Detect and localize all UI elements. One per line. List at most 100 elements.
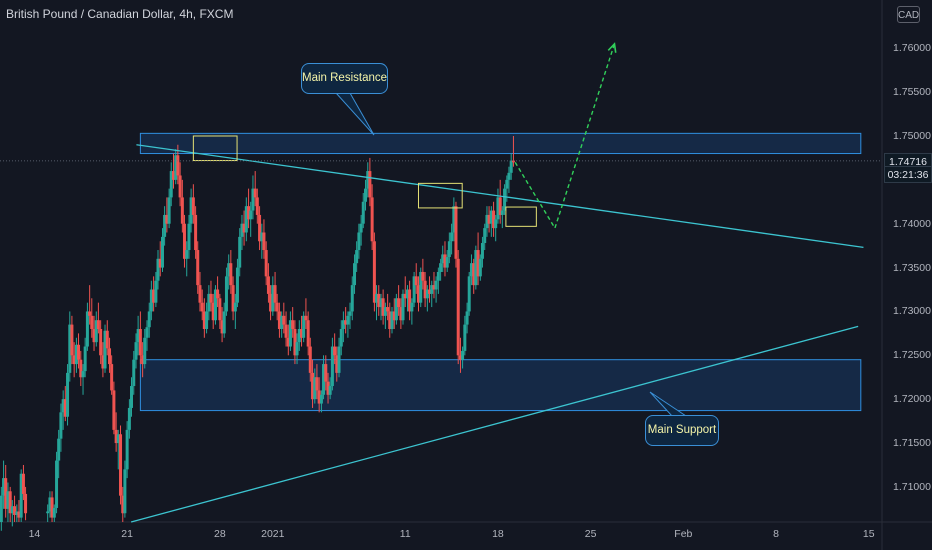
candle-body xyxy=(189,197,193,224)
time-tick: 11 xyxy=(399,528,411,540)
candle-body xyxy=(70,324,74,356)
candle-body xyxy=(507,172,511,180)
candle-body xyxy=(372,241,376,303)
candle-body xyxy=(165,214,169,224)
candle-body xyxy=(8,491,12,514)
main-resistance-callout[interactable]: Main Resistance xyxy=(301,63,388,94)
candle-body xyxy=(293,328,297,356)
candle-body xyxy=(423,280,427,299)
zone-rect xyxy=(139,359,862,412)
candle-body xyxy=(494,219,498,229)
time-tick: 21 xyxy=(121,528,133,540)
candle-body xyxy=(114,429,118,444)
candle-body xyxy=(207,293,211,312)
candle-body xyxy=(211,302,215,321)
candle-body xyxy=(182,223,186,259)
candle-body xyxy=(227,263,231,277)
candle-body xyxy=(467,276,471,312)
currency-button[interactable]: CAD xyxy=(897,6,920,23)
candle-body xyxy=(21,473,25,494)
candle-body xyxy=(185,250,189,259)
candle-body xyxy=(319,394,323,404)
candle-body xyxy=(430,285,434,294)
candle-body xyxy=(123,469,127,514)
candle-body xyxy=(284,324,288,338)
candle-body xyxy=(306,320,310,347)
candle-body xyxy=(6,491,10,509)
candle-body xyxy=(72,355,76,365)
candle-body xyxy=(500,210,504,215)
candle-body xyxy=(15,511,19,515)
candle-body xyxy=(509,160,513,173)
candle-body xyxy=(436,271,440,281)
candle-body xyxy=(119,434,123,496)
candle-body xyxy=(108,348,112,365)
candle-body xyxy=(244,206,248,233)
candle-body xyxy=(247,206,251,220)
candle-body xyxy=(302,315,306,338)
candle-body xyxy=(260,232,264,242)
candle-body xyxy=(213,289,217,321)
candle-body xyxy=(291,320,295,329)
main-support-callout[interactable]: Main Support xyxy=(645,415,719,446)
candle-body xyxy=(149,289,153,312)
candle-body xyxy=(167,197,171,224)
candle-body xyxy=(110,364,114,391)
candle-body xyxy=(295,342,299,356)
candle-body xyxy=(220,320,224,334)
candle-body xyxy=(308,346,312,373)
candle-body xyxy=(94,320,98,343)
candle-body xyxy=(112,390,116,430)
candle-body xyxy=(269,293,273,312)
candle-body xyxy=(10,506,14,514)
price-tick: 1.74000 xyxy=(893,217,931,230)
time-tick: 28 xyxy=(213,528,226,540)
candle-body xyxy=(154,280,158,303)
candle-body xyxy=(48,497,52,512)
candle-body xyxy=(222,311,226,334)
candle-body xyxy=(143,337,147,365)
candle-body xyxy=(498,197,502,215)
candle-body xyxy=(288,320,292,347)
time-tick: 14 xyxy=(28,528,41,540)
candle-body xyxy=(0,495,3,522)
current-price-label: 1.74716 xyxy=(884,152,932,170)
time-tick: 15 xyxy=(862,528,875,540)
candle-body xyxy=(251,188,255,211)
candle-body xyxy=(421,271,425,281)
candle-body xyxy=(401,293,405,321)
candle-body xyxy=(450,232,454,242)
time-tick: 8 xyxy=(773,528,779,540)
candle-body xyxy=(441,254,445,264)
candle-body xyxy=(235,267,239,303)
candle-body xyxy=(300,328,304,338)
candle-body xyxy=(55,460,59,508)
candle-body xyxy=(511,160,515,163)
candle-body xyxy=(330,346,334,387)
candle-body xyxy=(50,497,54,518)
candle-body xyxy=(465,311,469,325)
bar-countdown: 03:21:36 xyxy=(884,166,932,183)
candle-body xyxy=(392,311,396,321)
candle-body xyxy=(163,214,167,237)
candle-body xyxy=(238,236,242,268)
candle-body xyxy=(346,315,350,325)
candle-body xyxy=(96,320,100,329)
candle-body xyxy=(85,311,89,347)
candle-body xyxy=(381,298,385,316)
candle-body xyxy=(180,197,184,224)
candle-body xyxy=(130,386,134,408)
candle-body xyxy=(304,315,308,321)
candle-body xyxy=(200,302,204,312)
time-tick: 2021 xyxy=(261,528,285,540)
candle-body xyxy=(2,478,6,496)
candle-body xyxy=(174,155,178,180)
candle-body xyxy=(52,507,56,518)
candle-body xyxy=(503,188,507,211)
candle-body xyxy=(160,236,164,268)
candle-body xyxy=(264,250,268,277)
candle-body xyxy=(383,307,387,316)
candle-body xyxy=(147,311,151,328)
